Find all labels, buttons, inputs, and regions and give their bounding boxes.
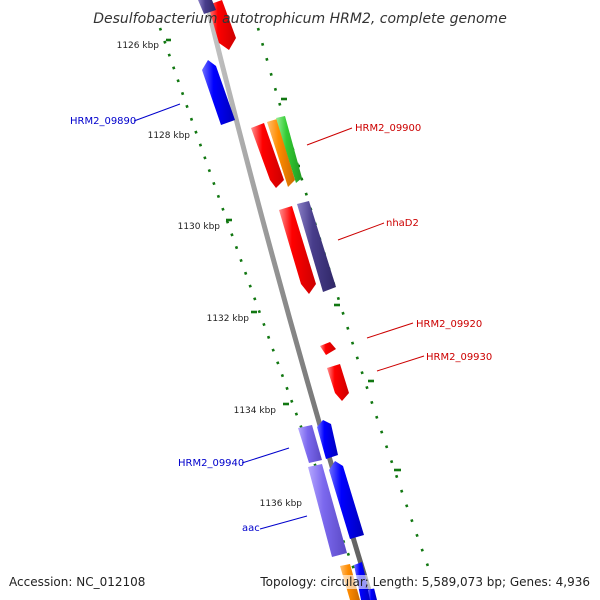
gene-feature-hrm2-09930[interactable]	[327, 364, 349, 401]
gene-label-hrm2-09930[interactable]: HRM2_09930	[426, 352, 492, 363]
gene-feature-red-a[interactable]	[251, 123, 284, 188]
gene-feature-hrm2-09940[interactable]	[298, 425, 322, 463]
tick-label-1126: 1126 kbp	[117, 41, 160, 51]
accession-text: Accession: NC_012108	[9, 575, 146, 589]
kbp-tick-labels: 1126 kbp 1128 kbp 1130 kbp 1132 kbp 1134…	[117, 41, 303, 509]
tick-label-1132: 1132 kbp	[207, 314, 250, 324]
gene-feature-hrm2-09890[interactable]	[202, 60, 235, 125]
gene-label-hrm2-09900[interactable]: HRM2_09900	[355, 123, 421, 134]
gene-label-nhad2[interactable]: nhaD2	[386, 218, 419, 229]
gene-label-aac[interactable]: aac	[242, 523, 260, 534]
gene-feature-purple-top[interactable]	[198, 0, 216, 14]
gene-label-leaders	[133, 103, 425, 530]
gene-feature-green[interactable]	[276, 116, 302, 183]
gene-label-hrm2-09940[interactable]: HRM2_09940	[178, 458, 244, 469]
gene-labels: HRM2_09890 HRM2_09900 nhaD2 HRM2_09920 H…	[70, 116, 492, 534]
gene-feature-aac[interactable]	[308, 464, 347, 557]
gene-feature-hrm2-09920[interactable]	[320, 342, 336, 355]
map-title: Desulfobacterium autotrophicum HRM2, com…	[93, 11, 507, 27]
gene-feature-hrm2-09900-orange[interactable]	[267, 119, 295, 187]
gene-feature-blue-a[interactable]	[317, 420, 338, 459]
gene-feature-blue-bottom-2[interactable]	[368, 588, 377, 600]
genome-stats-text: Topology: circular; Length: 5,589,073 bp…	[260, 575, 590, 589]
gene-label-hrm2-09890[interactable]: HRM2_09890	[70, 116, 136, 127]
gene-feature-red-top[interactable]	[208, 0, 236, 50]
tick-label-1128: 1128 kbp	[148, 131, 191, 141]
gene-features	[198, 0, 377, 600]
tick-label-1136: 1136 kbp	[260, 499, 303, 509]
tick-label-1130: 1130 kbp	[178, 222, 221, 232]
gene-feature-nhad2[interactable]	[297, 201, 336, 292]
gene-feature-red-b[interactable]	[279, 206, 316, 294]
gene-label-hrm2-09920[interactable]: HRM2_09920	[416, 319, 482, 330]
tick-label-1134: 1134 kbp	[234, 406, 277, 416]
gene-feature-blue-b[interactable]	[329, 461, 364, 539]
gc-peaks	[166, 38, 401, 472]
